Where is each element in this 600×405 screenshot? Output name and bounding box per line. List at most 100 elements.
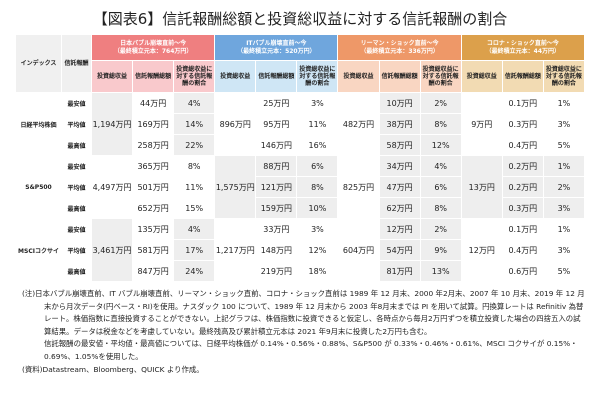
fee-total: 0.1万円 xyxy=(501,92,544,114)
header-fee: 信託報酬 xyxy=(61,34,92,93)
investment-income: 825万円 xyxy=(337,155,380,219)
fee-ratio: 11% xyxy=(296,113,339,135)
fee-ratio: 5% xyxy=(542,260,586,282)
group-name: コロナ・ショック直前～今 xyxy=(486,40,559,48)
table-title: 【図表6】信託報酬総額と投資総収益に対する信託報酬の割合 xyxy=(92,10,508,28)
fee-ratio: 9% xyxy=(419,239,462,261)
notes: (注)日本バブル崩壊直前、IT バブル崩壊直前、リーマン・ショック直前、コロナ・… xyxy=(22,288,587,376)
fee-total: 0.2万円 xyxy=(501,176,544,198)
investment-income: 9万円 xyxy=(460,92,503,156)
fee-total: 25万円 xyxy=(255,92,298,114)
fee-ratio: 3% xyxy=(296,92,339,114)
index-name: S&P500 xyxy=(15,155,62,219)
fee-ratio: 17% xyxy=(173,239,216,261)
fee-total: 146万円 xyxy=(255,134,298,156)
fee-level: 最高値 xyxy=(61,134,92,156)
fee-level: 最高値 xyxy=(61,197,92,219)
sub-header: 投資総収益に対する信託報酬の割合 xyxy=(173,60,216,93)
fee-ratio: 24% xyxy=(173,260,216,282)
sub-header: 投資総収益に対する信託報酬の割合 xyxy=(296,60,339,93)
group-name: 日本バブル崩壊直前～今 xyxy=(120,40,187,48)
group-principal: （最終積立元本：336万円） xyxy=(360,47,439,55)
fee-total: 58万円 xyxy=(378,134,421,156)
fee-ratio: 6% xyxy=(419,176,462,198)
fee-total: 47万円 xyxy=(378,176,421,198)
sub-header: 投資総収益 xyxy=(214,60,257,93)
fee-total: 652万円 xyxy=(132,197,175,219)
fee-ratio: 3% xyxy=(542,197,586,219)
fee-total: 95万円 xyxy=(255,113,298,135)
group-header: 日本バブル崩壊直前～今 （最終積立元本：764万円） xyxy=(90,34,216,61)
fee-total: 0.4万円 xyxy=(501,239,544,261)
fee-level: 最安値 xyxy=(61,92,92,114)
table-row: 最高値 847万円 24% 219万円 18% 81万円 13% 0.6万円 5% xyxy=(16,260,586,282)
fee-ratio: 14% xyxy=(173,113,216,135)
fee-total: 12万円 xyxy=(378,218,421,240)
fee-ratio-table: インデックス 信託報酬 日本バブル崩壊直前～今 （最終積立元本：764万円） ITバ… xyxy=(15,34,586,282)
fee-total: 847万円 xyxy=(132,260,175,282)
fee-total: 148万円 xyxy=(255,239,298,261)
fee-total: 501万円 xyxy=(132,176,175,198)
group-principal: （最終積立元本：520万円） xyxy=(237,47,316,55)
table-row: 最高値 652万円 15% 159万円 10% 62万円 8% 0.3万円 3% xyxy=(16,197,586,219)
fee-total: 219万円 xyxy=(255,260,298,282)
fee-ratio: 11% xyxy=(173,176,216,198)
fee-total: 0.1万円 xyxy=(501,218,544,240)
fee-total: 0.3万円 xyxy=(501,197,544,219)
group-header: コロナ・ショック直前～今 （最終積立元本：44万円） xyxy=(460,34,586,61)
fee-total: 0.3万円 xyxy=(501,113,544,135)
fee-ratio: 4% xyxy=(419,155,462,177)
fee-total: 0.4万円 xyxy=(501,134,544,156)
fee-level: 平均値 xyxy=(61,113,92,135)
investment-income: 604万円 xyxy=(337,218,380,282)
investment-income: 1,194万円 xyxy=(90,92,134,156)
fee-ratio: 4% xyxy=(173,218,216,240)
fee-total: 258万円 xyxy=(132,134,175,156)
note-2: 信託報酬の最安値・平均値・最高値については、日経平均株価が 0.14%・0.56… xyxy=(44,339,578,361)
fee-ratio: 8% xyxy=(296,176,339,198)
investment-income: 1,217万円 xyxy=(214,218,257,282)
investment-income: 3,461万円 xyxy=(90,218,134,282)
group-name: ITバブル崩壊直前～今 xyxy=(246,40,307,48)
fee-total: 62万円 xyxy=(378,197,421,219)
sub-header: 投資総収益に対する信託報酬の割合 xyxy=(419,60,462,93)
fee-ratio: 3% xyxy=(542,239,586,261)
group-name: リーマン・ショック直前～今 xyxy=(360,40,439,48)
fee-total: 33万円 xyxy=(255,218,298,240)
fee-total: 169万円 xyxy=(132,113,175,135)
fee-total: 88万円 xyxy=(255,155,298,177)
fee-total: 0.2万円 xyxy=(501,155,544,177)
table-row: MSCIコクサイ 最安値 3,461万円 135万円 4% 1,217万円 33万円 3% 60… xyxy=(15,218,586,282)
fee-ratio: 16% xyxy=(296,134,339,156)
index-name: 日経平均株価 xyxy=(15,92,62,156)
fee-level: 平均値 xyxy=(61,176,92,198)
fee-ratio: 8% xyxy=(419,197,462,219)
sub-header: 投資総収益 xyxy=(337,60,380,93)
table-row: 平均値 501万円 11% 121万円 8% 47万円 6% 0.2万円 2% xyxy=(16,176,586,198)
note-1: (注)日本バブル崩壊直前、IT バブル崩壊直前、リーマン・ショック直前、コロナ・… xyxy=(22,289,585,336)
fee-ratio: 1% xyxy=(542,218,586,240)
fee-level: 平均値 xyxy=(61,239,92,261)
fee-ratio: 5% xyxy=(542,134,586,156)
fee-ratio: 15% xyxy=(173,197,216,219)
fee-ratio: 12% xyxy=(419,134,462,156)
header-index: インデックス xyxy=(15,34,62,93)
sub-header: 投資総収益 xyxy=(460,60,503,93)
table-row: S&P500 最安値 4,497万円 365万円 8% 1,575万円 88万円 6% 825万… xyxy=(15,155,586,219)
group-principal: （最終積立元本：764万円） xyxy=(113,47,193,55)
fee-total: 581万円 xyxy=(132,239,175,261)
fee-ratio: 13% xyxy=(419,260,462,282)
fee-level: 最安値 xyxy=(61,218,92,240)
fee-total: 34万円 xyxy=(378,155,421,177)
fee-ratio: 2% xyxy=(419,218,462,240)
group-principal: （最終積立元本：44万円） xyxy=(485,47,561,55)
sub-header: 信託報酬総額 xyxy=(132,60,175,93)
group-header: ITバブル崩壊直前～今 （最終積立元本：520万円） xyxy=(214,34,339,61)
sub-header: 信託報酬総額 xyxy=(378,60,421,93)
fee-ratio: 2% xyxy=(542,176,586,198)
table-row: 最高値 258万円 22% 146万円 16% 58万円 12% 0.4万円 5% xyxy=(16,134,586,156)
fee-ratio: 3% xyxy=(296,218,339,240)
sub-header: 信託報酬総額 xyxy=(255,60,298,93)
fee-ratio: 22% xyxy=(173,134,216,156)
index-name: MSCIコクサイ xyxy=(15,218,62,282)
